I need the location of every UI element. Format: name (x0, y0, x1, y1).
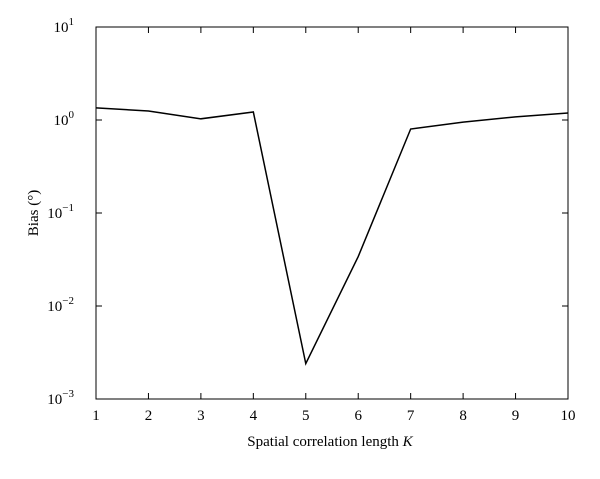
y-tick-exponent: −3 (62, 388, 74, 400)
y-tick-label: 101 (54, 16, 75, 36)
y-tick-base: 10 (47, 206, 62, 222)
x-axis-label: Spatial correlation length K (247, 434, 413, 450)
y-axis-label: Bias (°) (26, 190, 42, 236)
x-tick-label: 3 (197, 408, 205, 424)
x-tick-label: 1 (92, 408, 100, 424)
y-tick-label: 10−2 (47, 295, 74, 315)
x-tick-label: 2 (145, 408, 153, 424)
x-tick-label: 4 (250, 408, 258, 424)
x-tick-label: 5 (302, 408, 310, 424)
x-label-text: Spatial correlation length (247, 434, 399, 450)
y-tick-base: 10 (47, 299, 62, 315)
x-tick-label: 7 (407, 408, 415, 424)
y-tick-exponent: −1 (62, 202, 74, 214)
y-tick-exponent: 0 (69, 109, 75, 121)
x-tick-label: 10 (561, 408, 576, 424)
y-tick-base: 10 (47, 392, 62, 408)
x-label-symbol: K (402, 434, 414, 450)
y-tick-base: 10 (54, 20, 69, 36)
y-tick-label: 10−3 (47, 388, 74, 408)
data-line (95, 107, 569, 366)
y-tick-label: 100 (54, 109, 75, 129)
x-tick-label: 8 (459, 408, 467, 424)
y-tick-exponent: −2 (62, 295, 74, 307)
x-tick-label: 6 (354, 408, 362, 424)
y-tick-exponent: 1 (69, 16, 75, 28)
y-tick-base: 10 (54, 113, 69, 129)
y-tick-label: 10−1 (47, 202, 74, 222)
plot-frame (95, 26, 569, 400)
x-tick-label: 9 (512, 408, 520, 424)
